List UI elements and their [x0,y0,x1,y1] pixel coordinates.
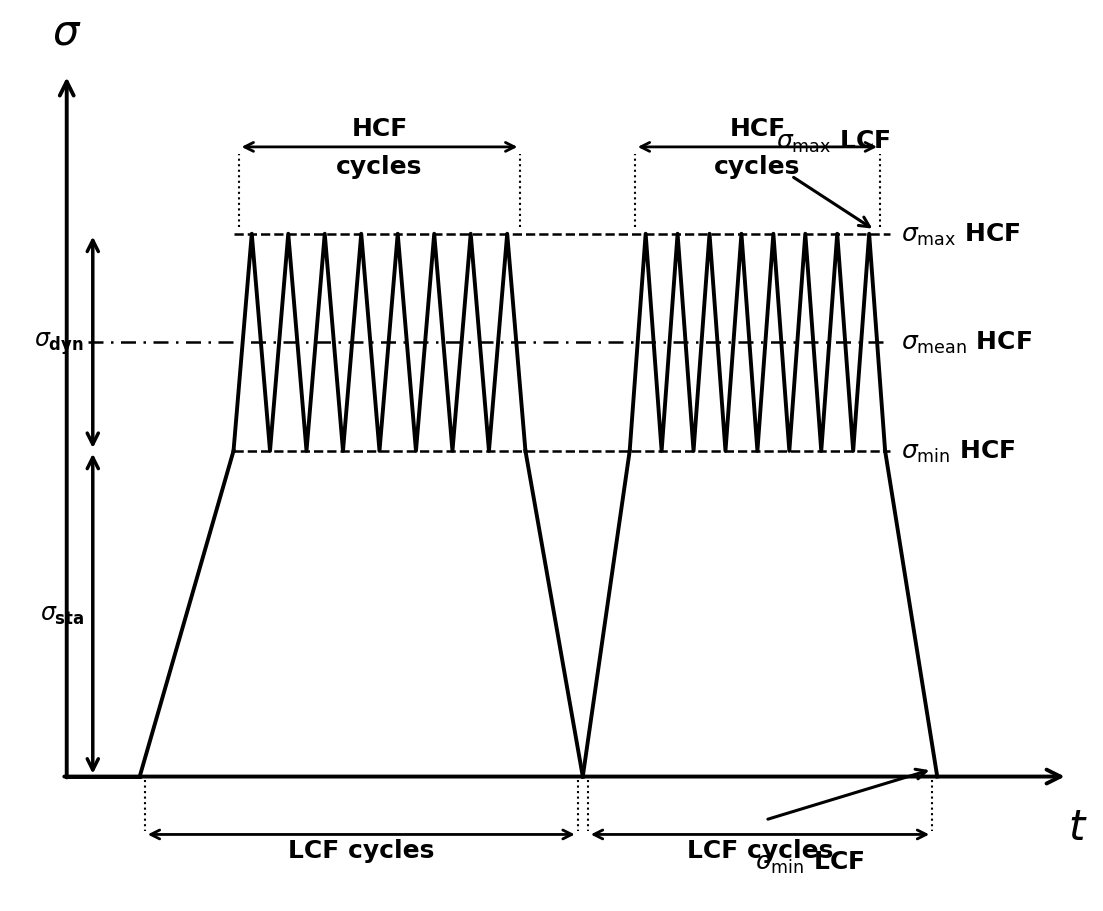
Text: cycles: cycles [336,155,422,179]
Text: $\sigma_{\mathrm{mean}}$ HCF: $\sigma_{\mathrm{mean}}$ HCF [901,330,1031,356]
Text: LCF cycles: LCF cycles [687,838,833,862]
Text: cycles: cycles [715,155,801,179]
Text: HCF: HCF [729,117,785,140]
Text: $\sigma$: $\sigma$ [52,12,82,54]
Text: $t$: $t$ [1068,805,1088,847]
Text: $\sigma_{\mathrm{max}}$ LCF: $\sigma_{\mathrm{max}}$ LCF [775,128,890,155]
Text: $\sigma_{\mathbf{dyn}}$: $\sigma_{\mathbf{dyn}}$ [34,330,85,356]
Text: $\sigma_{\mathrm{min}}$ LCF: $\sigma_{\mathrm{min}}$ LCF [754,849,865,875]
Text: $\sigma_{\mathrm{max}}$ HCF: $\sigma_{\mathrm{max}}$ HCF [901,221,1020,248]
Text: LCF cycles: LCF cycles [288,838,435,862]
Text: $\sigma_{\mathrm{min}}$ HCF: $\sigma_{\mathrm{min}}$ HCF [901,438,1015,465]
Text: HCF: HCF [352,117,408,140]
Text: $\sigma_{\mathbf{sta}}$: $\sigma_{\mathbf{sta}}$ [40,602,85,626]
